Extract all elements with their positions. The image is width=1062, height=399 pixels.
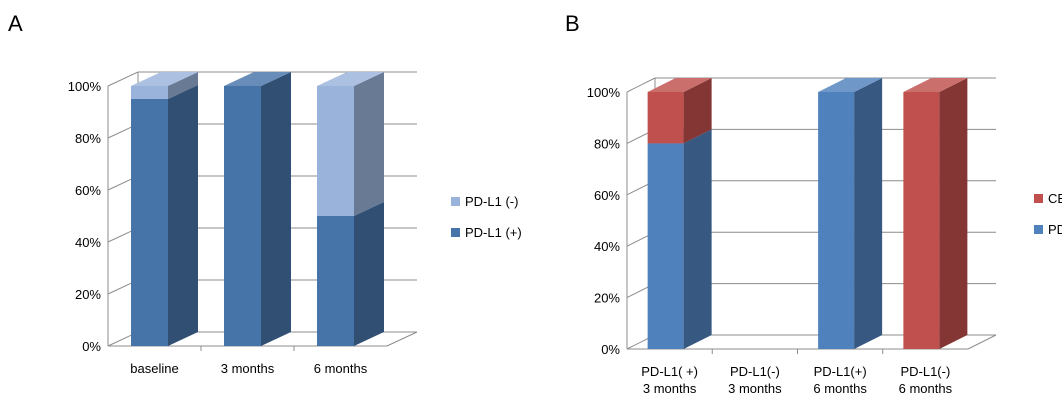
x-tick-label: 3 months — [643, 381, 697, 396]
bar-top — [903, 78, 968, 92]
legend-swatch — [1034, 194, 1043, 203]
y-tick-label: 80% — [594, 136, 620, 151]
legend-label: CB — [1048, 191, 1062, 206]
bar-front — [818, 92, 855, 349]
bar-top — [224, 72, 291, 86]
gridline-depth — [626, 77, 656, 93]
gridline-depth — [107, 71, 139, 87]
x-tick-label: 6 months — [813, 381, 867, 396]
floor-edge — [967, 334, 997, 350]
bar-top — [317, 72, 384, 86]
bar-side — [939, 78, 968, 349]
bar-front — [131, 86, 168, 99]
x-tick-label: 6 months — [314, 361, 368, 376]
x-tick-label: PD-L1( +) — [641, 364, 698, 379]
x-tick-label: baseline — [130, 361, 178, 376]
y-tick-label: 100% — [587, 85, 621, 100]
bar-side — [168, 85, 198, 346]
legend-label: PD — [1048, 222, 1062, 237]
x-tick-label: 6 months — [899, 381, 953, 396]
bar-segment — [317, 72, 384, 216]
bar-segment — [903, 78, 968, 349]
legend-swatch — [451, 228, 460, 237]
legend-label: PD-L1 (+) — [465, 225, 522, 240]
bar-side — [683, 129, 712, 349]
bar-front — [647, 92, 684, 144]
y-tick-label: 20% — [594, 291, 620, 306]
floor-edge — [386, 331, 418, 347]
bar-segment — [647, 129, 712, 349]
bar-side — [854, 78, 883, 349]
bar-segment — [224, 72, 291, 346]
y-tick-label: 100% — [68, 79, 102, 94]
bar-front — [131, 99, 168, 346]
chart-b: 0% 20% 40% 60% 80% 100% PD-L1( +) 3 months PD-L1… — [587, 77, 1062, 396]
bar-side — [354, 72, 384, 216]
x-tick-label: PD-L1(+) — [814, 364, 867, 379]
y-tick-label: 80% — [75, 131, 101, 146]
bar-side — [354, 202, 384, 346]
x-tick-label: 3 months — [221, 361, 275, 376]
bar-segment — [317, 202, 384, 346]
bar-segment — [647, 78, 712, 144]
y-tick-label: 0% — [82, 339, 101, 354]
y-tick-label: 60% — [594, 188, 620, 203]
panel-letter-a: A — [8, 11, 23, 36]
bar-front — [317, 216, 354, 346]
bar-top — [647, 78, 712, 92]
y-tick-label: 60% — [75, 183, 101, 198]
bar-top — [131, 72, 198, 86]
bar-front — [647, 143, 684, 349]
bar-side — [168, 72, 198, 99]
legend-label: PD-L1 (-) — [465, 194, 518, 209]
bar-front — [224, 86, 261, 346]
legend-swatch — [451, 197, 460, 206]
panel-letter-b: B — [565, 11, 580, 36]
bar-segment — [131, 85, 198, 346]
bar-front — [317, 86, 354, 216]
x-tick-label: 3 months — [728, 381, 782, 396]
bar-segment — [131, 72, 198, 99]
x-tick-label: PD-L1(-) — [900, 364, 950, 379]
y-tick-label: 40% — [75, 235, 101, 250]
bar-side — [261, 72, 291, 346]
bar-segment — [818, 78, 883, 349]
bar-top — [818, 78, 883, 92]
y-tick-label: 0% — [601, 342, 620, 357]
x-tick-label: PD-L1(-) — [730, 364, 780, 379]
y-tick-label: 20% — [75, 287, 101, 302]
chart-a: 0% 20% 40% 60% 80% 100% baseline 3 months 6 mont… — [68, 71, 522, 376]
bar-front — [903, 92, 940, 349]
legend-swatch — [1034, 225, 1043, 234]
y-tick-label: 40% — [594, 239, 620, 254]
bar-side — [683, 78, 712, 144]
